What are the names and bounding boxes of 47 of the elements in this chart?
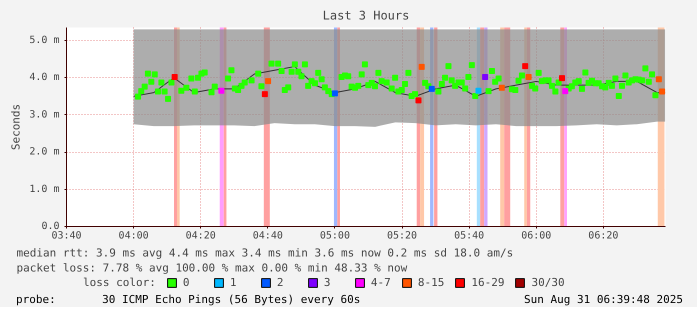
legend-label: 0 xyxy=(182,276,190,290)
x-tick-label: 04:40 xyxy=(252,230,283,242)
point xyxy=(482,74,488,80)
legend-title: loss color: xyxy=(83,276,156,290)
point xyxy=(428,86,435,92)
y-tick-label: 1.0 m xyxy=(29,184,60,195)
y-tick-label: 2.0 m xyxy=(29,146,60,158)
point xyxy=(522,63,528,70)
point xyxy=(562,88,568,94)
y-tick-label: 0.0 xyxy=(41,221,60,232)
x-tick-label: 04:00 xyxy=(118,230,149,242)
y-tick-label: 3.0 m xyxy=(29,109,60,120)
point xyxy=(332,90,338,96)
point xyxy=(498,84,505,91)
point xyxy=(415,97,422,104)
legend-label: 30/30 xyxy=(531,276,565,290)
point xyxy=(262,91,268,98)
legend-label: 1 xyxy=(230,276,238,290)
legend-label: 3 xyxy=(324,276,332,290)
x-tick-label: 05:00 xyxy=(320,230,350,242)
point xyxy=(656,76,662,82)
point xyxy=(418,64,425,70)
x-tick-label: 06:00 xyxy=(521,230,552,242)
legend-label: 8-15 xyxy=(418,276,444,290)
y-axis-title: Seconds xyxy=(9,104,22,150)
point xyxy=(526,74,532,80)
text: packet loss: 7.78 % avg 100.00 % max 0.00 % min 48.33 % now xyxy=(16,262,408,274)
point xyxy=(265,78,272,84)
legend-label: 16-29 xyxy=(471,276,504,290)
text: probe: 30 ICMP Echo Pings (56 Bytes) every 60s xyxy=(16,292,360,308)
x-tick-label: 05:40 xyxy=(454,230,484,242)
legend-label: 4-7 xyxy=(370,276,391,290)
point xyxy=(559,75,566,82)
point xyxy=(218,88,224,94)
x-tick-label: 03:40 xyxy=(51,230,82,242)
text: Sun Aug 31 06:39:48 2025 xyxy=(524,292,683,308)
y-tick-label: 5.0 m xyxy=(29,35,60,46)
x-tick-label: 06:20 xyxy=(588,230,618,242)
chart-title: Last 3 Hours xyxy=(322,8,410,22)
legend-label: 2 xyxy=(276,276,284,290)
point xyxy=(659,88,666,94)
x-tick-label: 04:20 xyxy=(186,230,216,242)
text: median rtt: 3.9 ms avg 4.4 ms max 3.4 ms min 3.6 ms now 0.2 ms sd 18.0 am/s xyxy=(16,246,514,260)
y-tick-label: 4.0 m xyxy=(29,72,60,84)
point xyxy=(172,74,178,80)
point xyxy=(475,88,482,94)
x-tick-label: 05:20 xyxy=(386,230,418,242)
